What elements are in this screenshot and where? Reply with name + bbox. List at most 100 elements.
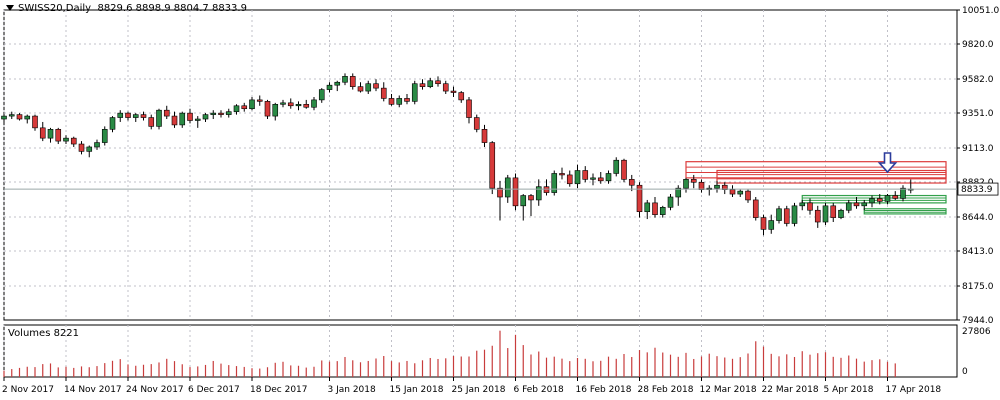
candle-body [295, 104, 302, 107]
candle-body [187, 112, 193, 121]
candle-body [605, 173, 612, 182]
candle-body [140, 114, 147, 118]
volume-tick-label: 0 [962, 367, 968, 377]
candle-body [264, 101, 271, 117]
candle-body [729, 189, 736, 195]
candle-body [714, 184, 720, 189]
candle-body [504, 177, 511, 198]
candle-body [101, 129, 108, 143]
candle-body [39, 127, 46, 139]
x-tick-label: 3 Jan 2018 [328, 385, 376, 395]
zone-box [716, 169, 947, 184]
candle-body [86, 146, 93, 152]
candle-body [520, 195, 527, 207]
candle-body [659, 206, 666, 215]
candle-body [303, 104, 310, 108]
x-tick-label: 2 Nov 2017 [2, 385, 54, 395]
candle-body [876, 198, 883, 202]
candle-body [218, 112, 224, 115]
x-tick-label: 12 Mar 2018 [700, 385, 757, 395]
candle-body [644, 202, 651, 213]
price-pane-frame [3, 9, 958, 321]
candle-body [435, 80, 441, 85]
candle-body [225, 111, 232, 115]
x-tick-label: 14 Nov 2017 [64, 385, 122, 395]
candle-body [582, 170, 589, 180]
y-tick-label: 8413.0 [962, 247, 994, 257]
x-tick-label: 16 Feb 2018 [576, 385, 632, 395]
x-tick-label: 25 Jan 2018 [452, 385, 506, 395]
candle-body [799, 202, 806, 207]
candle-body [125, 112, 131, 118]
candle-body [551, 173, 558, 193]
candle-body [256, 99, 263, 102]
candle-body [404, 98, 410, 102]
x-tick-label: 28 Feb 2018 [638, 385, 694, 395]
candle-body [349, 76, 356, 87]
candle-body [745, 190, 751, 201]
candle-body [156, 109, 162, 127]
x-tick-label: 18 Dec 2017 [250, 385, 308, 395]
candle-body [892, 195, 899, 199]
candle-body [233, 105, 240, 112]
candle-body [318, 89, 325, 101]
candle-body [8, 114, 15, 117]
candle-body [419, 83, 426, 87]
candle-body [466, 99, 472, 118]
candle-body [388, 98, 395, 105]
candle-body [194, 118, 201, 121]
candle-body [721, 184, 728, 190]
candle-body [489, 142, 496, 189]
candle-body [884, 195, 891, 202]
candle-body [249, 99, 255, 110]
candle-body [628, 179, 635, 186]
candle-body [473, 117, 480, 130]
caret-down-icon[interactable] [6, 5, 14, 11]
last-price-label: 8833.9 [961, 185, 993, 195]
candle-body [652, 202, 658, 215]
candle-body [380, 87, 387, 99]
candle-body [241, 105, 248, 110]
candle-body [148, 117, 155, 127]
candle-body [597, 177, 604, 182]
candle-body [830, 205, 837, 218]
candle-body [55, 129, 62, 142]
x-tick-label: 24 Nov 2017 [126, 385, 184, 395]
candle-body [210, 112, 217, 115]
candle-body [690, 179, 697, 183]
candle-body [109, 117, 116, 130]
candle-body [47, 129, 54, 139]
candle-body [497, 187, 503, 198]
candle-body [357, 86, 364, 92]
candle-body [63, 137, 69, 142]
candle-body [675, 187, 682, 198]
y-tick-label: 9820.0 [962, 40, 994, 50]
candle-body [822, 205, 829, 223]
candle-body [900, 187, 906, 199]
candle-body [481, 129, 488, 143]
volume-title: Volumes 8221 [8, 328, 80, 339]
candle-body [132, 114, 139, 118]
y-tick-label: 7944.0 [962, 316, 994, 326]
candle-body [78, 143, 85, 152]
y-tick-label: 8644.0 [962, 213, 994, 223]
candle-body [814, 209, 821, 223]
candle-body [667, 196, 674, 208]
candle-body [396, 98, 403, 105]
last-price-box [957, 182, 999, 196]
volume-pane-frame [3, 324, 958, 378]
candle-body [287, 102, 294, 107]
candle-body [768, 220, 775, 230]
candle-body [442, 83, 449, 92]
down-arrow-icon [877, 152, 898, 174]
x-tick-label: 5 Apr 2018 [824, 385, 874, 395]
volume-tick-label: 27806 [962, 327, 991, 337]
symbol-label: SWISS20,Daily [18, 3, 92, 14]
x-tick-label: 15 Jan 2018 [390, 385, 444, 395]
candle-body [869, 198, 875, 204]
candle-body [861, 202, 868, 207]
y-tick-label: 9113.0 [962, 144, 994, 154]
x-tick-label: 6 Feb 2018 [514, 385, 565, 395]
x-tick-label: 6 Dec 2017 [188, 385, 240, 395]
